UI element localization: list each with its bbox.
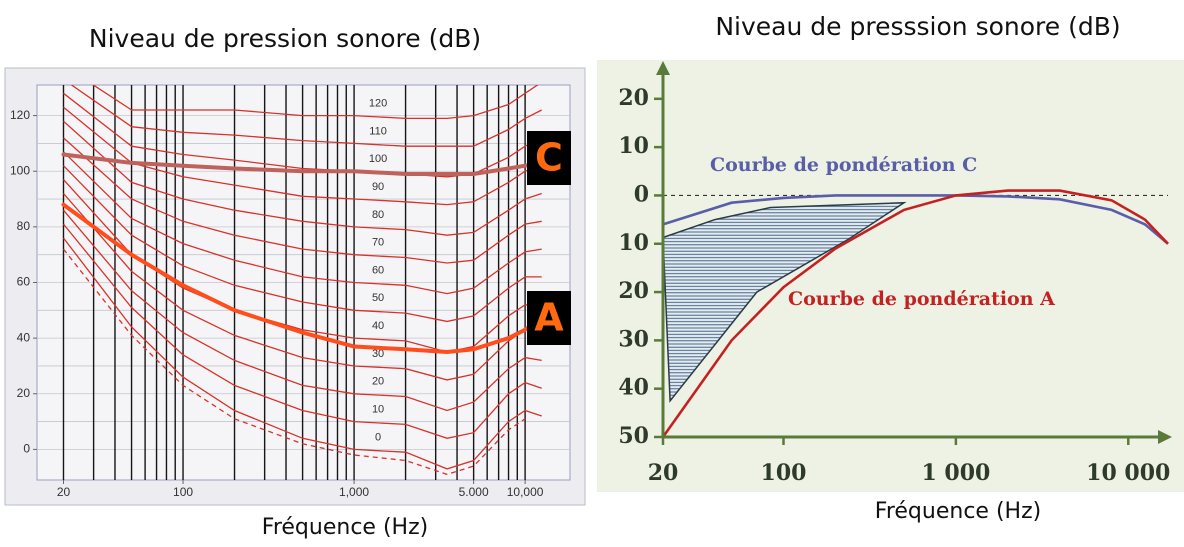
contour-label: 70 <box>372 237 384 249</box>
y-tick-label: 100 <box>10 163 30 177</box>
contour-line <box>62 248 526 476</box>
x-axis-label: Fréquence (Hz) <box>262 515 428 540</box>
contour-label-bg <box>367 375 390 388</box>
contour-label: 80 <box>372 209 384 221</box>
contour-label-bg <box>367 181 390 194</box>
contour-line <box>63 179 542 353</box>
legend-label: A <box>534 296 564 340</box>
y-tick-label: 10 <box>618 133 649 159</box>
contour-label: 40 <box>372 320 384 332</box>
x-tick-label: 5.000 <box>459 485 489 499</box>
x-tick-label: 1,000 <box>339 485 369 499</box>
contour-line <box>70 85 542 147</box>
y-tick-label: 20 <box>618 278 649 304</box>
series-annotation: Courbe de pondération A <box>788 288 1055 310</box>
y-axis-arrow <box>656 61 670 75</box>
contour-label: 0 <box>375 431 381 443</box>
series <box>61 152 544 355</box>
y-tick-label: 60 <box>17 275 31 289</box>
x-tick-label: 20 <box>648 460 679 486</box>
contour-label: 50 <box>372 292 384 304</box>
x-tick-label: 100 <box>173 485 193 499</box>
y-tick-label: 0 <box>23 442 30 456</box>
series-line <box>61 202 544 355</box>
x-tick-label: 1 000 <box>921 460 990 486</box>
y-tick-label: 40 <box>17 330 31 344</box>
series-line <box>61 152 544 176</box>
contour-line <box>63 151 542 295</box>
contour-label-bg <box>367 236 390 249</box>
chart-title: Niveau de pression sonore (dB) <box>89 24 481 53</box>
y-tick-label: 30 <box>618 326 649 352</box>
chart-title: Niveau de presssion sonore (dB) <box>715 12 1120 41</box>
x-tick-label: 10 000 <box>1086 460 1170 486</box>
contour-label: 100 <box>369 153 387 165</box>
contour-label: 110 <box>369 125 387 137</box>
y-tick-label: 20 <box>618 85 649 111</box>
x-axis-arrow <box>1158 430 1172 444</box>
series <box>661 189 1169 438</box>
contour-line <box>63 137 542 264</box>
contour-label-bg <box>367 292 390 305</box>
contour-label: 90 <box>372 181 384 193</box>
contour-label: 60 <box>372 264 384 276</box>
right-chart: Courbe de pondération C Courbe de pondéra… <box>618 61 1172 486</box>
x-axis-label: Fréquence (Hz) <box>875 499 1041 524</box>
contour-label: 10 <box>372 403 384 415</box>
contour-label-bg <box>367 431 390 444</box>
contour-label-bg <box>367 403 390 416</box>
contour-line <box>63 165 542 323</box>
y-tick-label: 40 <box>618 375 649 401</box>
y-tick-label: 10 <box>618 230 649 256</box>
x-tick-label: 10,000 <box>507 485 544 499</box>
contour-line <box>63 209 542 412</box>
legend-badge <box>527 291 571 345</box>
contour-label-bg <box>367 97 390 110</box>
shaded-region <box>662 201 907 403</box>
y-tick-label: 0 <box>634 181 649 207</box>
contour-line <box>63 106 542 206</box>
contour-line <box>63 193 542 381</box>
contour-label-bg <box>367 153 390 166</box>
contour-label: 120 <box>369 98 387 110</box>
series-annotation: Courbe de pondération C <box>710 154 977 176</box>
y-tick-label: 120 <box>10 108 30 122</box>
contour-label-bg <box>367 208 390 221</box>
y-tick-label: 80 <box>17 219 31 233</box>
x-tick-label: 100 <box>761 460 807 486</box>
legend-badge <box>527 131 571 185</box>
legend-label: C <box>535 136 563 180</box>
contour-label-bg <box>367 125 390 138</box>
contour-label: 30 <box>372 348 384 360</box>
y-tick-label: 20 <box>17 386 31 400</box>
contour-line <box>92 85 539 120</box>
contour-label-bg <box>367 264 390 277</box>
y-tick-label: 50 <box>618 423 649 449</box>
left-chart: 0 20 40 60 80 100 120 20 100 1,000 5.000 10,000 0 10 2… <box>10 85 571 499</box>
contour-label-bg <box>367 347 390 360</box>
x-tick-label: 20 <box>57 485 71 499</box>
contour-line <box>63 120 542 236</box>
contour-line <box>62 237 542 470</box>
contour-line <box>62 223 542 439</box>
contour-label-bg <box>367 320 390 333</box>
contour-label: 20 <box>372 376 384 388</box>
series-line <box>661 189 1169 438</box>
